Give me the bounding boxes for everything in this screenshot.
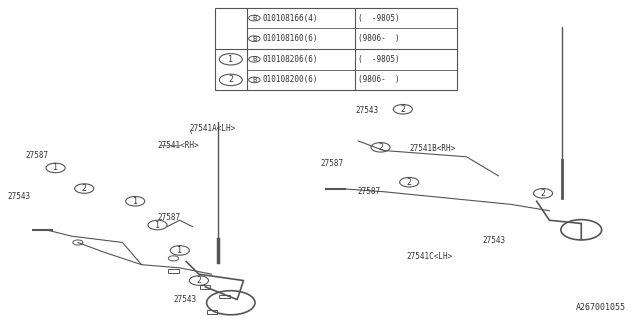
Text: 2: 2 — [82, 184, 87, 193]
Text: 27587: 27587 — [157, 213, 180, 222]
Bar — [207, 310, 217, 314]
Text: 2: 2 — [406, 178, 412, 187]
Text: 010108200(6): 010108200(6) — [262, 76, 318, 84]
Text: 2: 2 — [541, 189, 545, 198]
Text: 010108160(6): 010108160(6) — [262, 34, 318, 43]
Text: 2: 2 — [196, 276, 202, 285]
Text: 27587: 27587 — [357, 187, 380, 196]
Text: 27543: 27543 — [483, 236, 506, 245]
Bar — [220, 294, 230, 298]
Text: (9806-  ): (9806- ) — [358, 34, 400, 43]
Text: 1: 1 — [177, 246, 182, 255]
Text: 27543: 27543 — [8, 192, 31, 201]
Text: 010108206(6): 010108206(6) — [262, 55, 318, 64]
Text: (9806-  ): (9806- ) — [358, 76, 400, 84]
Text: 010108166(4): 010108166(4) — [262, 13, 318, 22]
Text: 1: 1 — [155, 220, 160, 229]
Text: B: B — [252, 56, 257, 62]
Text: 27543: 27543 — [173, 295, 196, 304]
Bar — [215, 8, 457, 90]
Text: 27587: 27587 — [320, 159, 343, 168]
Bar — [168, 269, 179, 273]
Text: (  -9805): ( -9805) — [358, 13, 400, 22]
Text: 1: 1 — [228, 55, 234, 64]
Text: 27541B<RH>: 27541B<RH> — [409, 144, 456, 153]
Text: A267001055: A267001055 — [576, 303, 626, 312]
Bar — [200, 285, 211, 289]
Text: 1: 1 — [53, 164, 58, 172]
Text: 2: 2 — [228, 76, 234, 84]
Text: B: B — [252, 77, 257, 83]
Text: 2: 2 — [401, 105, 405, 114]
Text: 2: 2 — [378, 143, 383, 152]
Text: 27543: 27543 — [355, 106, 378, 115]
Text: B: B — [252, 15, 257, 21]
Text: 27541A<LH>: 27541A<LH> — [189, 124, 236, 133]
Text: 27541<RH>: 27541<RH> — [157, 141, 199, 150]
Text: (  -9805): ( -9805) — [358, 55, 400, 64]
Text: 27587: 27587 — [26, 151, 49, 160]
Text: 27541C<LH>: 27541C<LH> — [406, 252, 452, 261]
Text: B: B — [252, 36, 257, 42]
Text: 1: 1 — [132, 197, 138, 206]
